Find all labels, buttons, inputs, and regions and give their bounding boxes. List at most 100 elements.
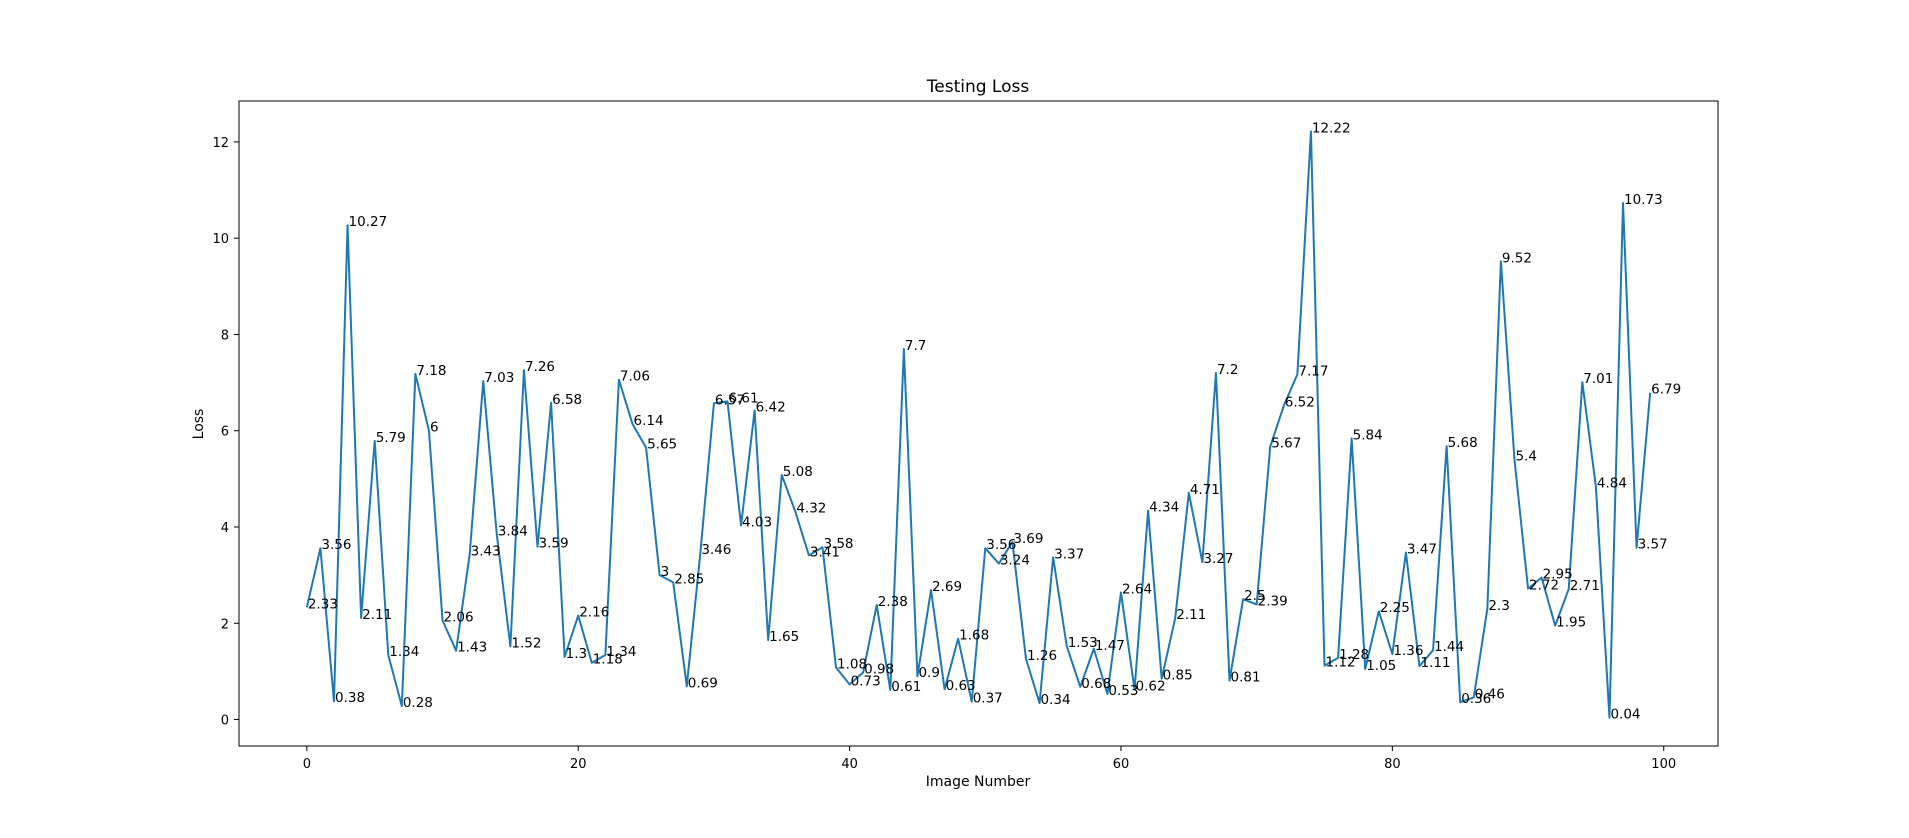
data-label: 0.69	[688, 675, 718, 691]
data-label: 6.42	[756, 400, 786, 416]
data-label: 4.84	[1597, 476, 1627, 492]
data-label: 5.08	[783, 464, 813, 480]
data-label: 1.65	[769, 629, 799, 645]
data-label: 1.34	[389, 644, 419, 660]
data-label: 1.34	[606, 644, 636, 660]
data-label: 1.95	[1556, 615, 1586, 631]
data-label: 1.68	[959, 628, 989, 644]
data-label: 2.38	[878, 594, 908, 610]
data-label: 2.95	[1543, 567, 1573, 583]
data-label: 1.26	[1027, 648, 1057, 664]
data-label: 3.56	[321, 537, 351, 553]
data-label: 2.85	[674, 571, 704, 587]
data-label: 2.25	[1380, 600, 1410, 616]
data-label: 7.17	[1298, 363, 1328, 379]
data-label: 3.46	[701, 542, 731, 558]
data-label: 1.47	[1095, 638, 1125, 654]
data-label: 1.11	[1420, 655, 1450, 671]
data-label: 0.04	[1610, 707, 1640, 723]
data-label: 1.05	[1366, 658, 1396, 674]
data-label: 0.81	[1231, 670, 1261, 686]
data-label: 3.41	[810, 544, 840, 560]
data-label: 2.11	[362, 607, 392, 623]
data-label: 4.71	[1190, 482, 1220, 498]
x-tick-label: 100	[1651, 757, 1676, 772]
y-tick-label: 0	[221, 714, 229, 729]
data-label: 1.52	[511, 635, 541, 651]
data-label: 2.11	[1176, 607, 1206, 623]
data-label: 0.68	[1081, 676, 1111, 692]
data-label: 2.72	[1529, 578, 1559, 594]
data-label: 3.58	[823, 536, 853, 552]
x-tick-label: 80	[1384, 757, 1401, 772]
data-label: 0.34	[1041, 692, 1071, 708]
data-label: 9.52	[1502, 250, 1532, 266]
data-label: 7.18	[416, 363, 446, 379]
x-tick-label: 0	[303, 757, 311, 772]
data-label: 6	[430, 420, 439, 436]
data-label: 1.36	[1393, 643, 1423, 659]
data-label: 6.52	[1285, 395, 1315, 411]
x-tick-label: 40	[841, 757, 858, 772]
data-label: 0.98	[864, 661, 894, 677]
data-label: 0.73	[851, 673, 881, 689]
y-tick-label: 10	[212, 232, 229, 247]
data-label: 1.18	[593, 652, 623, 668]
y-tick-label: 6	[221, 425, 229, 440]
data-label: 3.27	[1203, 551, 1233, 567]
data-label: 1.12	[1326, 655, 1356, 671]
data-label: 0.37	[973, 691, 1003, 707]
data-label: 2.33	[308, 596, 338, 612]
data-label: 2.3	[1488, 598, 1509, 614]
data-label: 0.46	[1475, 686, 1505, 702]
data-label: 3.57	[1638, 537, 1668, 553]
data-label: 3.43	[471, 543, 501, 559]
data-label: 10.27	[349, 214, 388, 230]
plot-frame	[238, 100, 1719, 747]
data-label: 0.63	[946, 678, 976, 694]
data-label: 6.57	[715, 392, 745, 408]
data-label: 7.26	[525, 359, 555, 375]
data-label: 3	[661, 564, 670, 580]
data-label: 1.28	[1339, 647, 1369, 663]
data-label: 7.03	[484, 370, 514, 386]
data-label: 1.44	[1434, 639, 1464, 655]
data-label: 3.47	[1407, 542, 1437, 558]
data-label: 12.22	[1312, 120, 1351, 136]
axes-layer: 0 20 40 60 80 100 0 2 4 6 8 10 12	[212, 136, 1676, 772]
data-label: 1.43	[457, 640, 487, 656]
data-label: 3.56	[986, 537, 1016, 553]
data-label: 2.71	[1570, 578, 1600, 594]
data-label: 5.84	[1353, 427, 1383, 443]
data-label: 4.03	[742, 515, 772, 531]
data-label: 2.64	[1122, 581, 1152, 597]
x-tick-label: 60	[1113, 757, 1130, 772]
data-layer: 2.333.560.3810.272.115.791.340.287.1862.…	[305, 120, 1681, 723]
data-label: 0.28	[403, 695, 433, 711]
y-tick-label: 2	[221, 617, 229, 632]
data-label: 2.69	[932, 579, 962, 595]
data-label: 10.73	[1624, 192, 1663, 208]
data-label: 3.24	[1000, 553, 1030, 569]
data-label: 5.67	[1271, 436, 1301, 452]
data-label: 6.61	[728, 390, 758, 406]
data-label: 6.14	[633, 413, 663, 429]
data-label: 5.4	[1515, 449, 1536, 465]
data-label: 3.37	[1054, 546, 1084, 562]
data-label: 7.2	[1217, 362, 1238, 378]
data-label: 3.69	[1013, 531, 1043, 547]
chart-title: Testing Loss	[926, 77, 1030, 97]
data-label: 0.36	[1461, 691, 1491, 707]
data-label: 0.53	[1108, 683, 1138, 699]
data-label: 5.68	[1448, 435, 1478, 451]
data-label: 7.06	[620, 369, 650, 385]
data-label: 1.08	[837, 657, 867, 673]
y-axis-label: Loss	[191, 409, 207, 440]
data-label: 4.32	[796, 501, 826, 517]
data-label: 0.9	[918, 665, 939, 681]
data-label: 0.38	[335, 690, 365, 706]
data-label: 2.5	[1244, 588, 1265, 604]
data-label: 1.3	[566, 646, 587, 662]
x-axis-label: Image Number	[926, 774, 1031, 790]
data-label: 4.34	[1149, 500, 1179, 516]
